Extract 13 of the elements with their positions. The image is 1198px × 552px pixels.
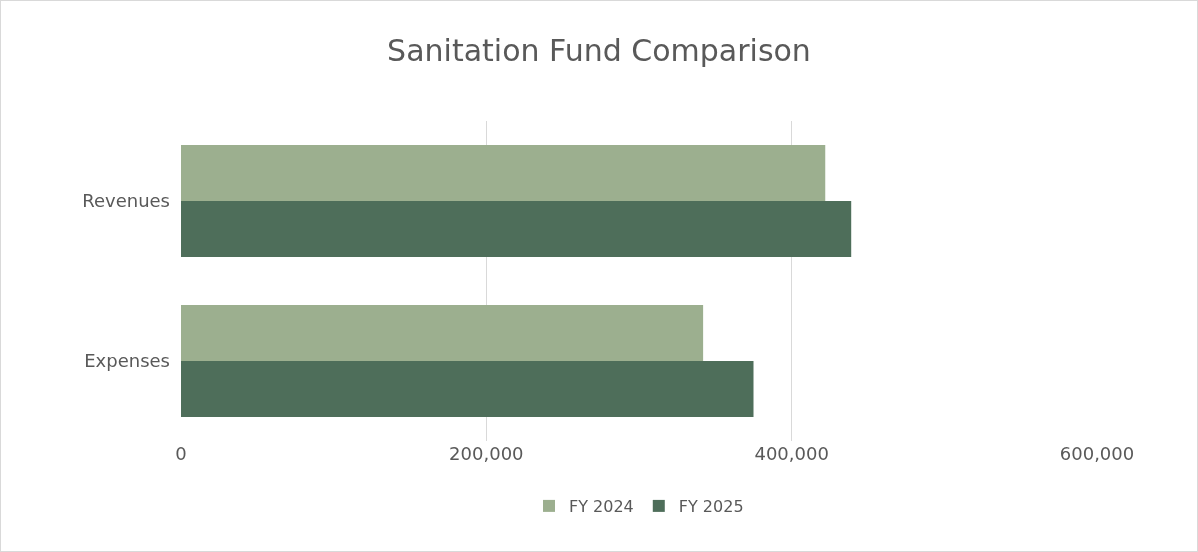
x-tick-label: 0	[175, 443, 187, 464]
x-tick-label: 600,000	[1059, 443, 1135, 464]
chart-title: Sanitation Fund Comparison	[387, 32, 811, 68]
y-tick-label: Revenues	[82, 190, 170, 212]
bar	[181, 145, 826, 201]
legend-label: FY 2025	[678, 497, 744, 517]
bar	[181, 361, 754, 417]
x-tick-label: 400,000	[754, 443, 829, 464]
legend-label: FY 2024	[569, 497, 634, 517]
x-tick-label: 200,000	[449, 443, 524, 464]
bar	[181, 201, 852, 257]
y-tick-label: Expenses	[84, 350, 170, 372]
bar	[181, 305, 704, 361]
